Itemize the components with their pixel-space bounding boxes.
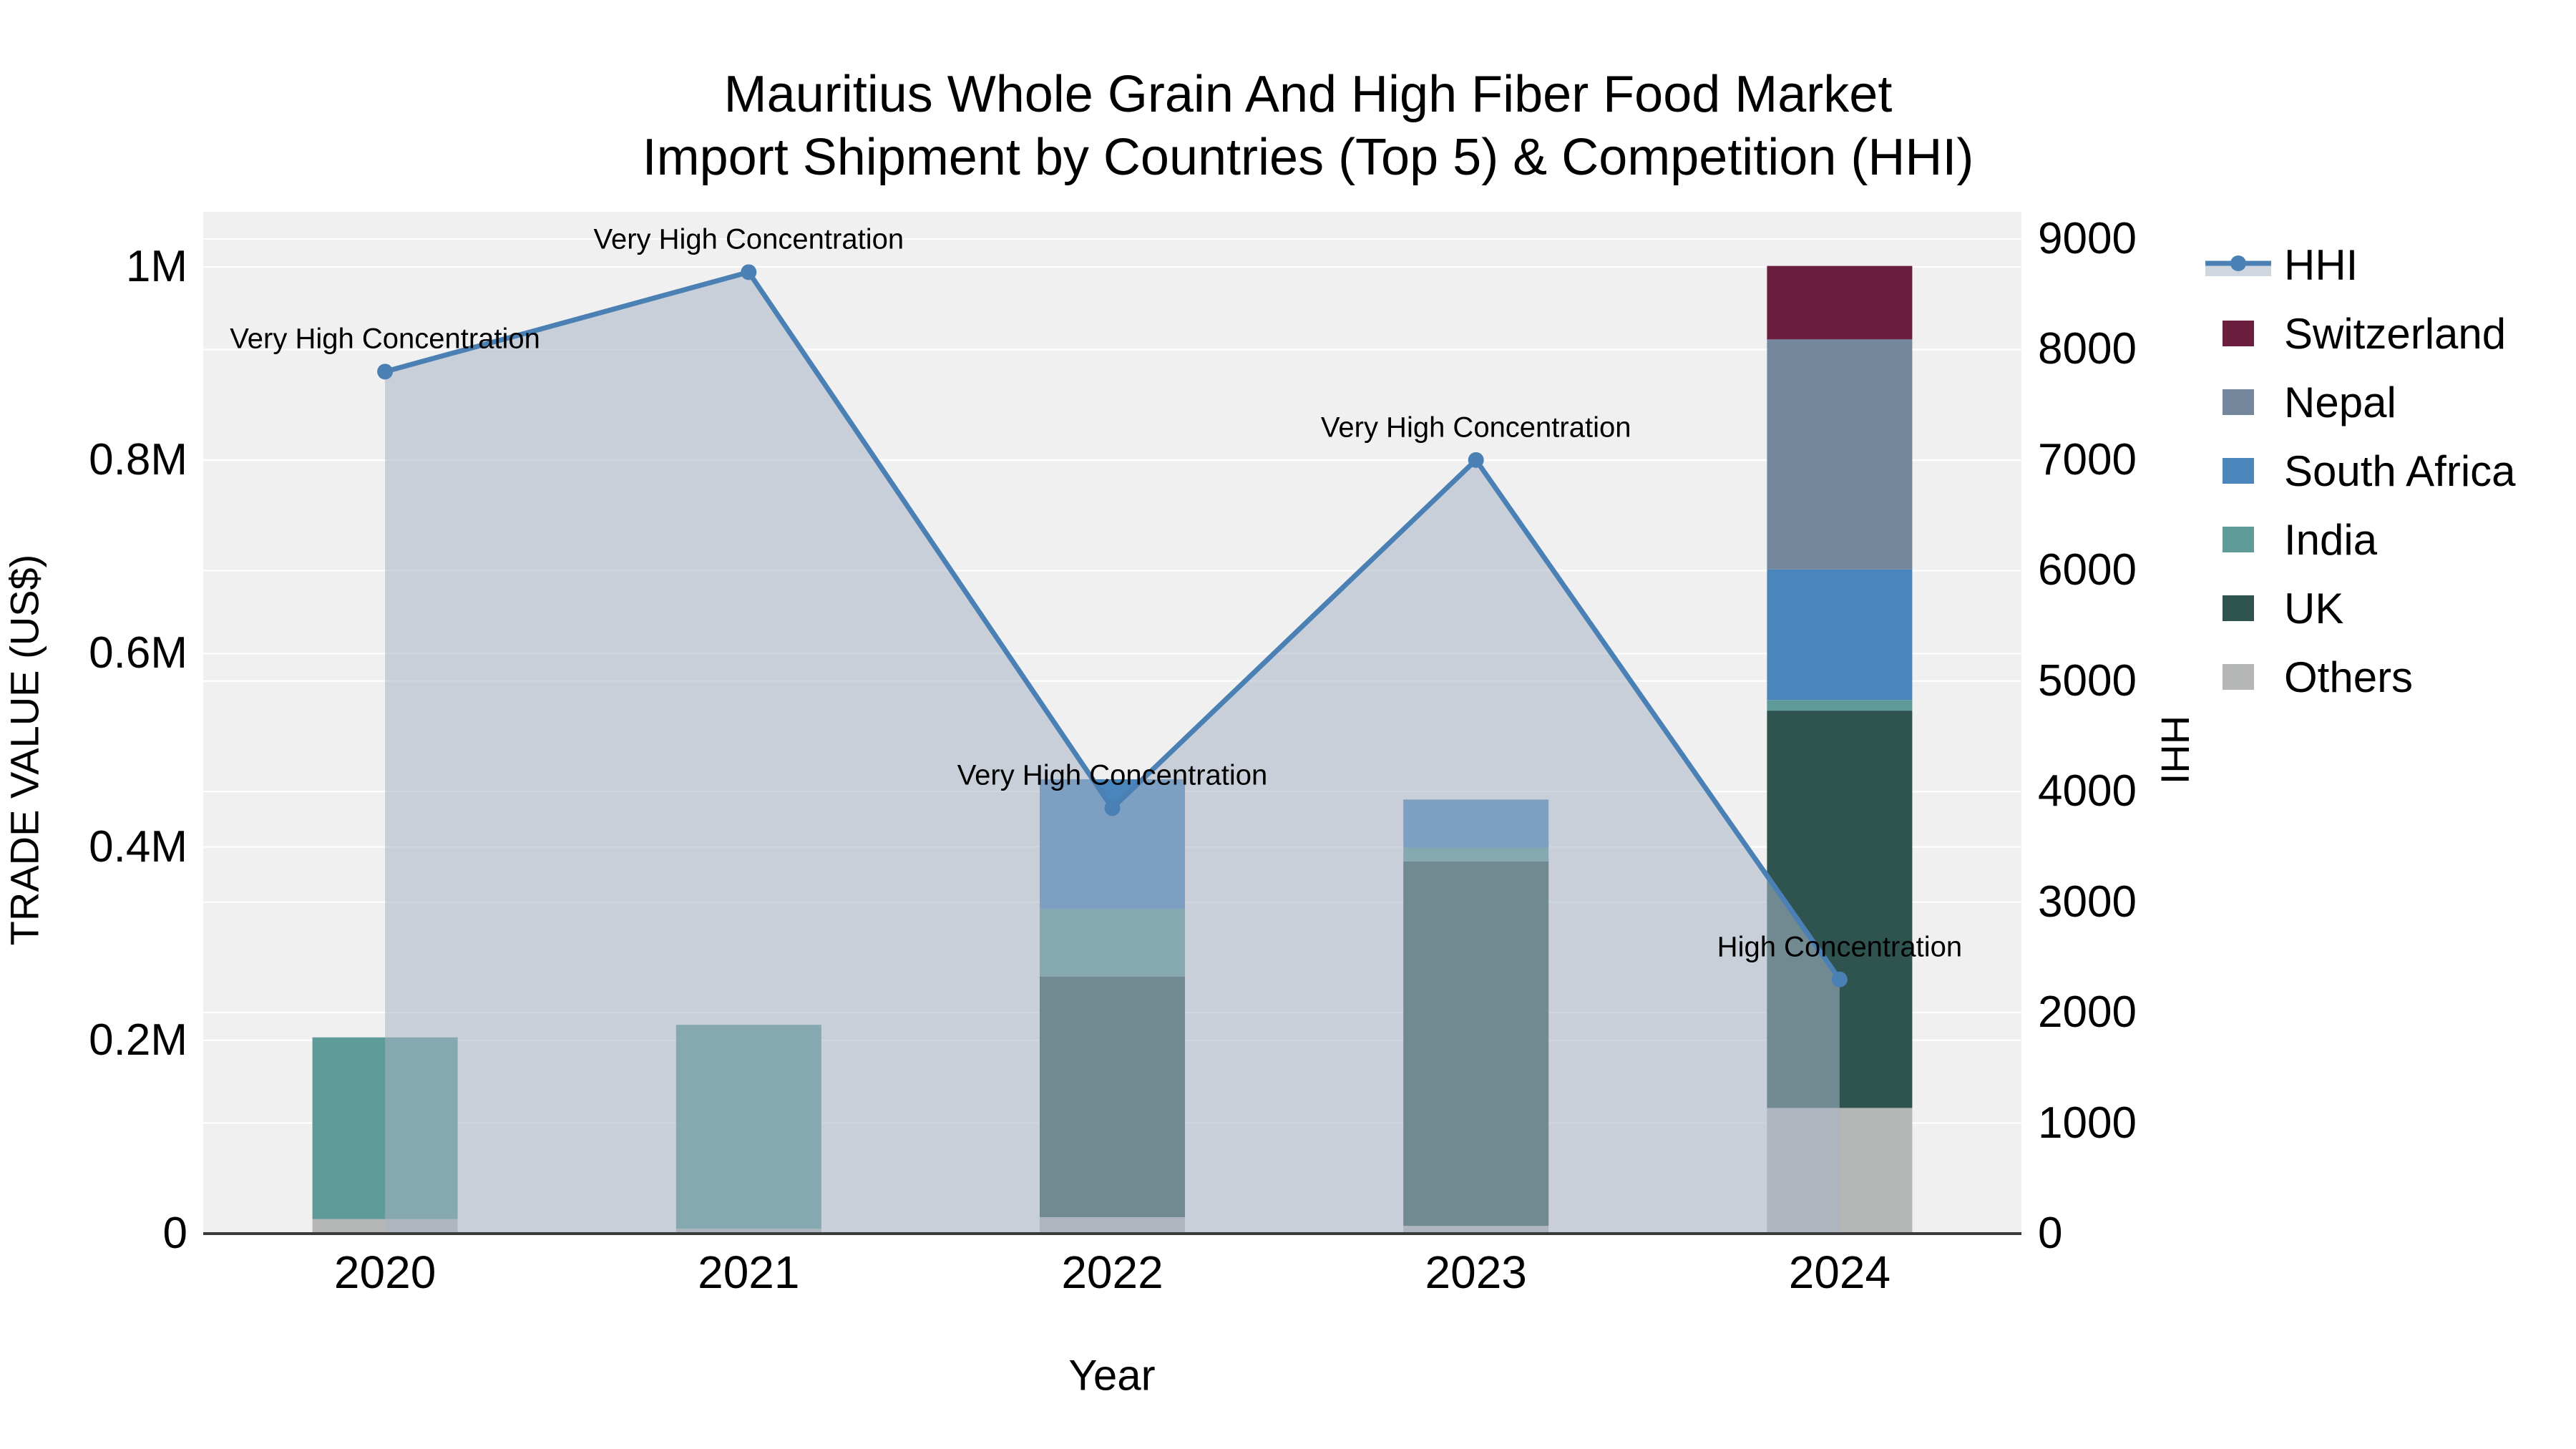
- legend-item-others[interactable]: Others: [2204, 643, 2516, 711]
- y-left-tick-1M: 1M: [125, 242, 187, 291]
- annotation-2021: Very High Concentration: [593, 223, 904, 255]
- hhi-area: [385, 272, 1840, 1234]
- legend-swatch-india-color-icon: [2223, 527, 2254, 552]
- annotation-2024: High Concentration: [1717, 931, 1963, 963]
- y-right-tick-8000: 8000: [2038, 324, 2137, 374]
- x-axis-title: Year: [1068, 1351, 1156, 1400]
- y-right-tick-4000: 4000: [2038, 766, 2137, 816]
- x-tick-2020: 2020: [333, 1246, 436, 1298]
- hhi-marker-2021[interactable]: [741, 264, 757, 280]
- hhi-marker-2022[interactable]: [1104, 800, 1121, 816]
- annotation-2023: Very High Concentration: [1320, 411, 1631, 444]
- y-right-axis-title: HHI: [2152, 715, 2198, 785]
- y-left-axis-title: TRADE VALUE (US$): [1, 554, 47, 946]
- y-right-tick-3000: 3000: [2038, 877, 2137, 927]
- y-right-tick-5000: 5000: [2038, 655, 2137, 706]
- chart-title-line2: Import Shipment by Countries (Top 5) & C…: [642, 129, 1974, 186]
- bar-segment-2024-india[interactable]: [1767, 700, 1913, 711]
- legend-label: Switzerland: [2284, 309, 2507, 358]
- legend-swatch-switzerland-color-icon: [2223, 321, 2254, 346]
- y-left-tick-0.6M: 0.6M: [89, 628, 187, 678]
- legend-label: India: [2284, 515, 2378, 564]
- y-left-tick-0.2M: 0.2M: [89, 1015, 187, 1065]
- legend-item-switzerland[interactable]: Switzerland: [2204, 299, 2516, 368]
- legend-label: HHI: [2284, 240, 2358, 289]
- chart-title-line1: Mauritius Whole Grain And High Fiber Foo…: [723, 66, 1893, 123]
- hhi-marker-2020[interactable]: [377, 364, 394, 380]
- legend-item-south-africa[interactable]: South Africa: [2204, 436, 2516, 505]
- legend: HHI Switzerland Nepal South Africa India UK Ot…: [2204, 230, 2516, 711]
- annotation-2022: Very High Concentration: [957, 759, 1268, 791]
- hhi-marker-2023[interactable]: [1468, 452, 1484, 468]
- x-tick-2021: 2021: [698, 1246, 800, 1298]
- legend-label: UK: [2284, 584, 2344, 633]
- legend-swatch-others-color-icon: [2223, 664, 2254, 690]
- x-tick-2022: 2022: [1061, 1246, 1163, 1298]
- annotation-2020: Very High Concentration: [230, 323, 540, 355]
- legend-swatch-nepal-color-icon: [2223, 389, 2254, 415]
- legend-item-hhi[interactable]: HHI: [2204, 230, 2516, 299]
- legend-item-uk[interactable]: UK: [2204, 574, 2516, 643]
- hhi-marker-2024[interactable]: [1831, 971, 1848, 987]
- y-left-tick-0: 0: [162, 1209, 187, 1258]
- x-tick-2023: 2023: [1425, 1246, 1527, 1298]
- legend-item-nepal[interactable]: Nepal: [2204, 368, 2516, 436]
- chart-title: Mauritius Whole Grain And High Fiber Foo…: [643, 63, 1974, 189]
- bar-segment-2024-south-africa[interactable]: [1767, 569, 1913, 701]
- y-right-tick-2000: 2000: [2038, 987, 2137, 1038]
- y-right-tick-9000: 9000: [2038, 214, 2137, 263]
- legend-swatch-hhi-line-icon: [2205, 255, 2271, 276]
- legend-item-india[interactable]: India: [2204, 505, 2516, 574]
- y-right-tick-7000: 7000: [2038, 434, 2137, 484]
- y-left-tick-0.8M: 0.8M: [89, 435, 187, 485]
- legend-swatch-south-africa-color-icon: [2223, 458, 2254, 484]
- bar-segment-2024-switzerland[interactable]: [1767, 265, 1913, 340]
- bar-segment-2024-nepal[interactable]: [1767, 339, 1913, 570]
- legend-label: Others: [2284, 653, 2414, 701]
- legend-label: South Africa: [2284, 447, 2516, 495]
- y-right-tick-0: 0: [2038, 1209, 2063, 1258]
- y-left-tick-0.4M: 0.4M: [89, 821, 187, 872]
- x-tick-2024: 2024: [1788, 1246, 1891, 1298]
- y-right-tick-6000: 6000: [2038, 545, 2137, 595]
- legend-swatch-uk-color-icon: [2223, 595, 2254, 621]
- legend-label: Nepal: [2284, 378, 2396, 426]
- y-right-tick-1000: 1000: [2038, 1098, 2137, 1148]
